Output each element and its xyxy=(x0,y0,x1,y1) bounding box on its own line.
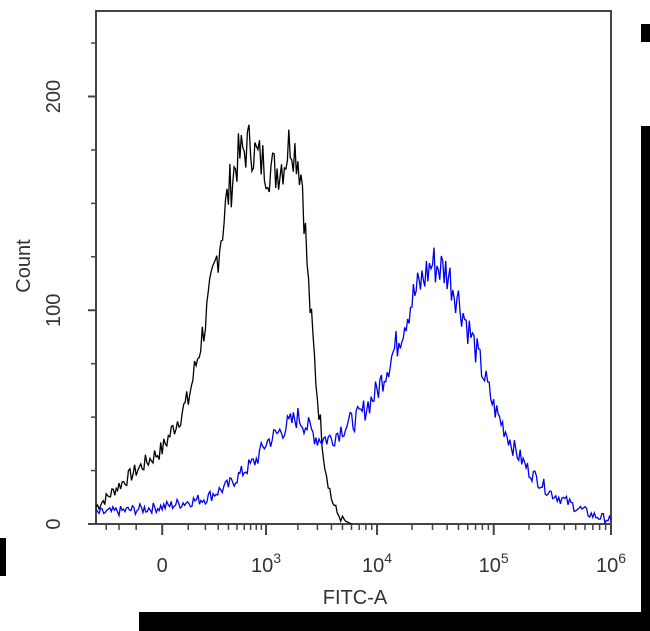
y-tick-label: 200 xyxy=(43,80,65,113)
x-tick-label: 104 xyxy=(362,550,392,577)
plot-frame xyxy=(95,10,612,525)
edge-block-right-middle xyxy=(641,126,650,631)
edge-block-bottom xyxy=(139,612,650,631)
edge-block-right-top xyxy=(641,24,650,42)
histogram-series-1 xyxy=(95,124,352,525)
tick-layer: 0 100 200 0 103 104 105 106 xyxy=(43,42,626,577)
histogram-series-2 xyxy=(95,247,612,525)
edge-block-left xyxy=(0,538,6,576)
x-tick-label: 106 xyxy=(596,550,626,577)
y-axis-title: Count xyxy=(13,239,35,293)
x-tick-label: 0 xyxy=(157,555,168,577)
x-tick-label: 103 xyxy=(251,550,281,577)
y-tick-label: 0 xyxy=(43,518,65,529)
x-axis-title: FITC-A xyxy=(323,587,388,609)
series-layer xyxy=(95,124,612,525)
y-tick-label: 100 xyxy=(43,294,65,327)
x-tick-label: 105 xyxy=(479,550,509,577)
